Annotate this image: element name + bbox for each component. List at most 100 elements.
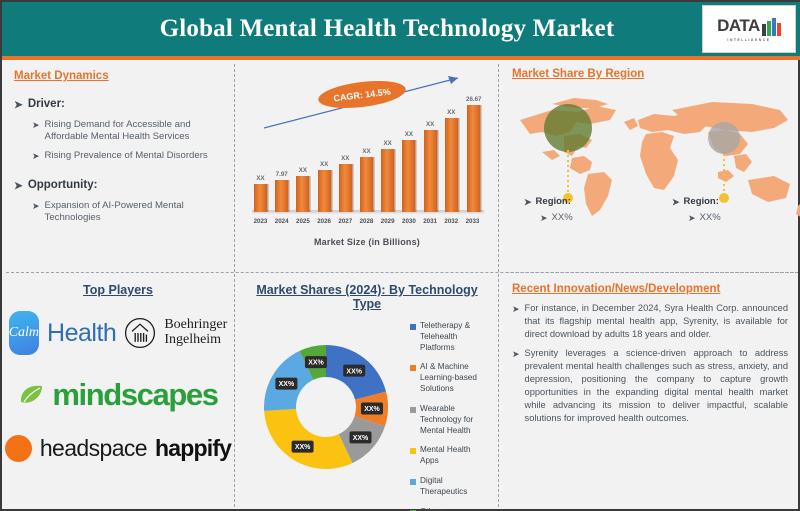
recent-news-panel: Recent Innovation/News/Development ➤ For… bbox=[502, 275, 798, 507]
chart-bar-rect bbox=[296, 175, 310, 212]
chart-bar: XX bbox=[296, 167, 310, 212]
chart-x-axis-label: Market Size (in Billions) bbox=[313, 237, 421, 247]
chart-x-tick: 2027 bbox=[338, 218, 353, 225]
calm-health-label: Health bbox=[47, 318, 117, 347]
chart-bar: XX bbox=[402, 131, 416, 212]
region-entry-2: ➤ Region: ➤ XX% bbox=[672, 196, 721, 225]
chart-x-tick: 2030 bbox=[402, 218, 416, 225]
opportunity-item: ➤ Expansion of AI-Powered Mental Technol… bbox=[32, 200, 224, 225]
divider-vertical-right bbox=[498, 64, 499, 507]
driver-item-text: Rising Prevalence of Mental Disorders bbox=[44, 149, 208, 161]
chart-bar-value: XX bbox=[404, 131, 414, 139]
legend-swatch-icon bbox=[410, 324, 416, 330]
region-label-1: ➤ Region: bbox=[524, 196, 573, 209]
chevron-right-icon: ➤ bbox=[14, 99, 23, 111]
headspace-dot-icon bbox=[4, 435, 32, 462]
chart-bar: XX bbox=[360, 148, 373, 212]
chart-bar-rect bbox=[381, 149, 395, 212]
donut-slice-label: XX% bbox=[279, 381, 295, 388]
chevron-right-icon: ➤ bbox=[512, 304, 520, 314]
region-bubble-asia bbox=[708, 122, 740, 154]
chevron-right-icon: ➤ bbox=[32, 120, 40, 131]
donut-legend-item: Mental Health Apps bbox=[410, 445, 490, 467]
page-header: Global Mental Health Technology Market D… bbox=[2, 2, 800, 60]
chart-bar: 7.97 bbox=[275, 171, 289, 212]
chart-bar-value: XX bbox=[341, 155, 350, 163]
chevron-right-icon: ➤ bbox=[688, 212, 696, 223]
map-pin-icon bbox=[719, 193, 729, 203]
logo-subtitle: INTELLIGENCE bbox=[727, 38, 771, 42]
brand-logo: DATA INTELLIGENCE bbox=[702, 5, 796, 53]
chart-bar-rect bbox=[402, 140, 416, 212]
chart-plot-area: CAGR: 14.5% XX 2023 7.97 2024 XX 2025 XX 2026 XX… bbox=[246, 66, 490, 226]
region-entry-1: ➤ Region: ➤ XX% bbox=[524, 196, 573, 225]
boehringer-ingelheim-label: Boehringer Ingelheim bbox=[164, 318, 227, 347]
chart-x-tick: 2033 bbox=[465, 218, 480, 225]
top-players-row-3: headspace happify bbox=[4, 435, 232, 462]
donut-legend-item: AI & Machine Learning-based Solutions bbox=[410, 362, 490, 394]
chevron-right-icon: ➤ bbox=[32, 150, 40, 161]
chart-x-tick: 2031 bbox=[423, 218, 437, 225]
driver-item: ➤ Rising Prevalence of Mental Disorders bbox=[32, 150, 224, 163]
region-label-2: ➤ Region: bbox=[672, 196, 721, 209]
chart-bar-value: 26.67 bbox=[466, 96, 482, 104]
chart-x-tick: 2032 bbox=[444, 218, 459, 225]
chevron-right-icon: ➤ bbox=[32, 201, 40, 212]
chevron-right-icon: ➤ bbox=[540, 212, 548, 223]
driver-heading: ➤ Driver: bbox=[14, 98, 224, 113]
chart-bar-value: XX bbox=[425, 120, 435, 128]
chart-x-tick: 2026 bbox=[317, 218, 331, 225]
chart-bar-value: 7.97 bbox=[275, 171, 288, 179]
legend-swatch-icon bbox=[410, 365, 416, 372]
chart-bar: XX bbox=[423, 120, 437, 212]
top-players-title: Top Players bbox=[83, 283, 153, 297]
donut-slice-label: XX% bbox=[353, 435, 369, 442]
donut-legend: Teletherapy & Telehealth Platforms AI & M… bbox=[410, 321, 490, 511]
donut-body: XX% XX% XX% XX% XX% XX% Teletherapy & Telehea… bbox=[244, 317, 490, 511]
news-item: ➤ Syrenity leverages a science-driven ap… bbox=[512, 347, 788, 424]
legend-swatch-icon bbox=[410, 448, 416, 455]
divider-news-top bbox=[506, 272, 794, 273]
chart-bar-rect bbox=[254, 184, 267, 212]
chart-bar: 26.67 bbox=[466, 96, 481, 212]
chart-x-tick: 2029 bbox=[380, 218, 395, 225]
headspace-label: headspace bbox=[39, 435, 148, 461]
world-map: ➤ Region: ➤ XX% ➤ Region: ➤ XX% bbox=[512, 82, 800, 227]
chart-bar: XX bbox=[254, 175, 267, 212]
divider-vertical-left bbox=[234, 64, 235, 507]
news-item-text: Syrenity leverages a science-driven appr… bbox=[524, 348, 788, 423]
chart-bar-value: XX bbox=[383, 140, 392, 148]
chart-bar-rect bbox=[360, 157, 373, 212]
top-players-panel: Top Players Calm Health Boehringer Ing bbox=[4, 275, 232, 507]
calm-logo: Calm bbox=[8, 311, 40, 355]
donut-legend-item: Others bbox=[410, 507, 490, 511]
donut-legend-label: Teletherapy & Telehealth Platforms bbox=[420, 321, 471, 352]
donut-legend-label: Others bbox=[420, 507, 445, 511]
region-value-2: XX% bbox=[699, 211, 721, 223]
chevron-right-icon: ➤ bbox=[524, 196, 532, 207]
logo-wordmark: DATA bbox=[717, 16, 760, 35]
market-size-bar-chart: CAGR: 14.5% XX 2023 7.97 2024 XX 2025 XX 2026 XX… bbox=[238, 60, 496, 235]
logo-row: DATA bbox=[717, 16, 781, 36]
divider-horizontal bbox=[6, 272, 798, 273]
pin-leader-lines bbox=[567, 150, 725, 194]
chart-bar: XX bbox=[444, 109, 458, 212]
donut-slice-label: XX% bbox=[308, 360, 324, 367]
chart-bar-rect bbox=[423, 129, 437, 212]
donut-legend-label: Wearable Technology for Mental Health bbox=[420, 403, 474, 435]
chart-x-tick: 2028 bbox=[359, 218, 374, 225]
boehringer-line-1: Boehringer bbox=[164, 317, 228, 333]
chart-bar-rect bbox=[467, 105, 481, 212]
region-name-2: Region: bbox=[683, 195, 719, 207]
chart-x-tick: 2025 bbox=[296, 218, 310, 225]
chart-baseline bbox=[252, 210, 484, 214]
driver-item: ➤ Rising Demand for Accessible and Affor… bbox=[32, 119, 224, 144]
chart-bar: XX bbox=[317, 161, 331, 212]
legend-swatch-icon bbox=[410, 509, 416, 511]
top-players-row-1: Calm Health Boehringer Ingelheim bbox=[8, 311, 227, 355]
region-bubble-north-america bbox=[544, 104, 592, 152]
market-share-region-panel: Market Share By Region bbox=[502, 60, 800, 269]
chart-x-tick: 2024 bbox=[274, 218, 289, 225]
chart-bar-value: XX bbox=[319, 161, 329, 169]
